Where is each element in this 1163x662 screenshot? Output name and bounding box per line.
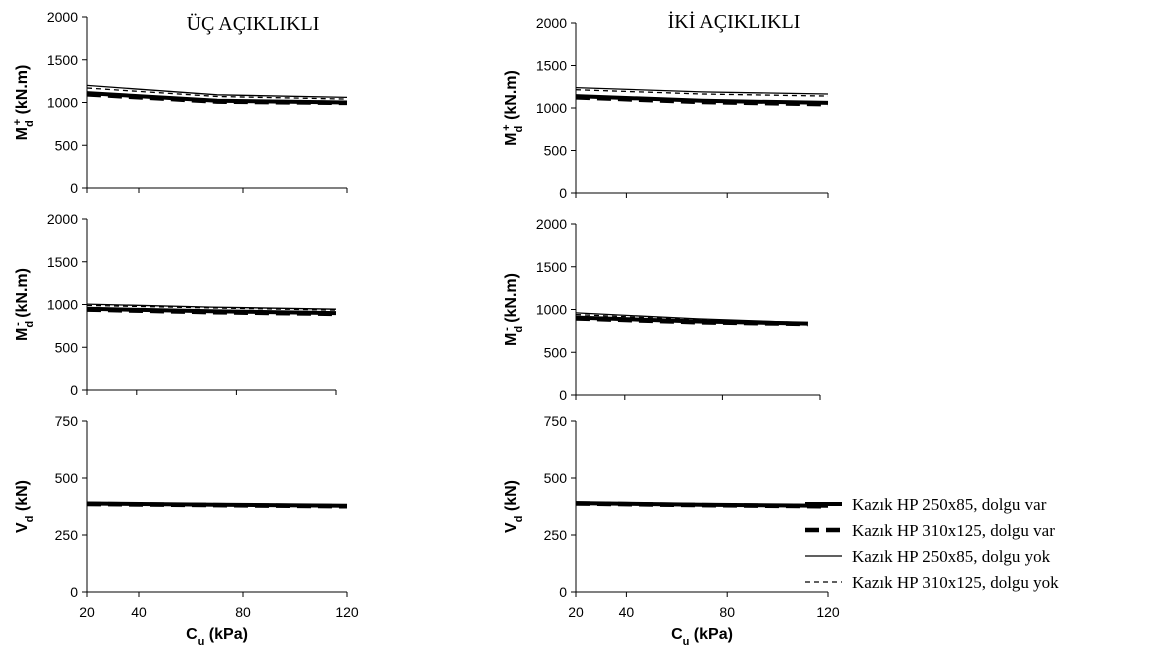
x-tick-label: 20	[568, 604, 584, 620]
series-line-3	[86, 84, 348, 99]
legend-label-3: Kazık HP 250x85, dolgu yok	[852, 547, 1051, 566]
panel-title: İKİ AÇIKLIKLI	[668, 10, 801, 33]
y-tick-label: 1500	[47, 254, 78, 270]
series-line-4	[86, 87, 348, 100]
y-tick-label: 2000	[536, 216, 567, 232]
x-tick-label: 120	[816, 604, 840, 620]
x-tick-label: 20	[79, 604, 95, 620]
two-span-Md-minus: 0 500 1000 1500 2000 Md- (kN.m)	[501, 216, 821, 403]
y-tick-label: 250	[544, 527, 568, 543]
series-line-4	[86, 304, 337, 311]
y-axis-label: Vd (kN)	[503, 480, 525, 533]
y-tick-label: 2000	[47, 211, 78, 227]
y-axis-label: Md- (kN.m)	[501, 273, 525, 346]
y-tick-label: 2000	[536, 15, 567, 31]
series-line-3	[575, 312, 808, 324]
y-tick-label: 0	[70, 584, 78, 600]
x-tick-label: 80	[719, 604, 735, 620]
y-tick-label: 500	[544, 143, 568, 159]
y-tick-label: 750	[55, 413, 79, 429]
series-line-4	[86, 502, 348, 507]
y-tick-label: 0	[559, 387, 567, 403]
y-axis-label: Md- (kN.m)	[12, 268, 36, 341]
y-tick-label: 1000	[536, 100, 567, 116]
series-line-4	[575, 502, 829, 507]
y-tick-label: 500	[55, 470, 79, 486]
y-tick-label: 1500	[536, 259, 567, 275]
x-tick-label: 40	[619, 604, 635, 620]
series-line-2	[575, 501, 829, 509]
y-axis-label: Md+ (kN.m)	[501, 70, 525, 146]
panel-title: ÜÇ AÇIKLIKLI	[187, 12, 320, 35]
x-tick-label: 40	[131, 604, 147, 620]
y-tick-label: 2000	[47, 9, 78, 25]
series-line-1	[86, 306, 337, 316]
two-span-Vd: 0 250 500 750 20 40 80 120 Vd (kN) Cu (kPa)	[503, 413, 840, 648]
x-tick-label: 120	[335, 604, 359, 620]
three-span-Md-plus: 0 500 1000 1500 2000 Md+ (kN.m) ÜÇ AÇIKLIKLI	[12, 9, 348, 196]
x-tick-label: 80	[235, 604, 251, 620]
legend-label-4: Kazık HP 310x125, dolgu yok	[852, 573, 1059, 592]
three-span-Md-minus: 0 500 1000 1500 2000 Md- (kN.m)	[12, 211, 337, 398]
legend-label-2: Kazık HP 310x125, dolgu var	[852, 521, 1055, 540]
legend: Kazık HP 250x85, dolgu var Kazık HP 310x1…	[805, 495, 1059, 592]
y-tick-label: 0	[70, 382, 78, 398]
y-tick-label: 0	[70, 180, 78, 196]
y-tick-label: 500	[544, 344, 568, 360]
series-line-4	[575, 89, 829, 97]
x-axis-label: Cu (kPa)	[186, 626, 248, 648]
y-tick-label: 250	[55, 527, 79, 543]
legend-label-1: Kazık HP 250x85, dolgu var	[852, 495, 1047, 514]
y-tick-label: 0	[559, 185, 567, 201]
y-tick-label: 1500	[536, 58, 567, 74]
two-span-Md-plus: 0 500 1000 1500 2000 Md+ (kN.m) İKİ AÇIKLIKLI	[501, 10, 829, 201]
x-axis-label: Cu (kPa)	[671, 626, 733, 648]
y-tick-label: 500	[55, 137, 79, 153]
three-span-Vd: 0 250 500 750 20 40 80 120 Vd (kN) Cu (kPa)	[14, 413, 359, 648]
y-tick-label: 0	[559, 584, 567, 600]
y-axis-label: Vd (kN)	[14, 480, 36, 533]
y-tick-label: 500	[544, 470, 568, 486]
y-tick-label: 750	[544, 413, 568, 429]
y-tick-label: 1000	[47, 95, 78, 111]
y-tick-label: 1000	[536, 302, 567, 318]
y-tick-label: 1000	[47, 297, 78, 313]
series-line-3	[86, 303, 337, 310]
series-line-4	[575, 313, 808, 324]
series-line-2	[86, 92, 348, 106]
series-line-2	[575, 316, 808, 327]
series-line-3	[575, 86, 829, 95]
y-tick-label: 500	[55, 339, 79, 355]
y-axis-label: Md+ (kN.m)	[12, 65, 36, 141]
y-tick-label: 1500	[47, 52, 78, 68]
series-line-2	[575, 95, 829, 107]
series-line-2	[86, 501, 348, 509]
